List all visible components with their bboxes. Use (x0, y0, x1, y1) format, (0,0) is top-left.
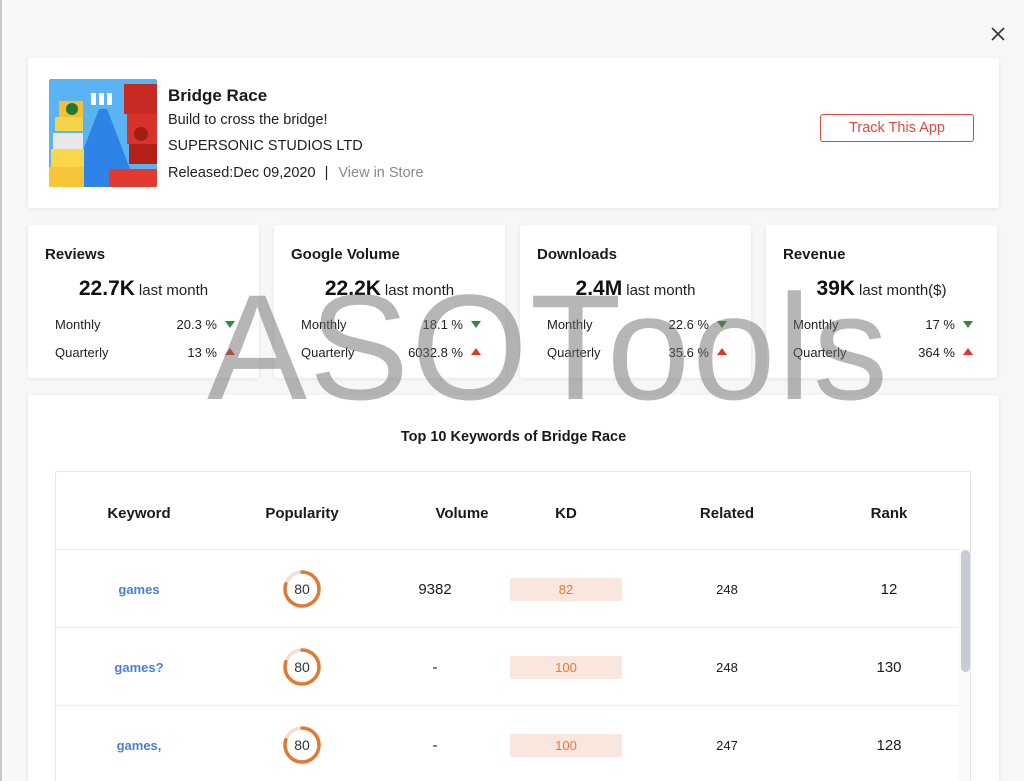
row-label: Quarterly (547, 345, 601, 360)
row-label: Quarterly (301, 345, 355, 360)
rank-value: 12 (880, 580, 898, 598)
trend-up-icon (717, 348, 727, 355)
keywords-card: Top 10 Keywords of Bridge Race Keyword P… (28, 395, 999, 781)
column-header-keyword: Keyword (107, 505, 171, 522)
track-app-button[interactable]: Track This App (820, 114, 974, 142)
stat-unit: last month (138, 282, 209, 299)
row-value: 18.1 % (422, 317, 463, 332)
row-label: Monthly (301, 317, 347, 332)
keyword-link[interactable]: games? (114, 659, 164, 675)
stat-main: 22.2K last month (274, 277, 505, 301)
volume-value: - (432, 736, 438, 754)
window-edge (0, 0, 2, 781)
row-value: 35.6 % (668, 345, 709, 360)
popularity-ring-icon (283, 726, 321, 764)
popularity-ring: 80 (282, 725, 322, 765)
related-value: 247 (716, 737, 738, 753)
close-icon (991, 27, 1005, 41)
row-value: 20.3 % (176, 317, 217, 332)
column-header-popularity: Popularity (265, 505, 339, 522)
stat-card-reviews: Reviews 22.7K last month Monthly 20.3 % Q… (28, 225, 259, 378)
stat-label: Revenue (783, 246, 846, 263)
popularity-ring: 80 (282, 569, 322, 609)
keyword-link[interactable]: games, (116, 737, 162, 753)
trend-up-icon (225, 348, 235, 355)
related-value: 248 (716, 659, 738, 675)
column-header-related: Related (699, 505, 755, 522)
popularity-ring: 80 (282, 647, 322, 687)
app-icon (49, 79, 157, 187)
trend-down-icon (471, 321, 481, 328)
trend-down-icon (963, 321, 973, 328)
stat-card-google-volume: Google Volume 22.2K last month Monthly 18… (274, 225, 505, 378)
separator: | (324, 165, 329, 181)
row-label: Quarterly (793, 345, 847, 360)
stat-unit: last month (384, 282, 455, 299)
stat-card-downloads: Downloads 2.4M last month Monthly 22.6 % … (520, 225, 751, 378)
table-row: games 80 9382 82 248 12 (56, 550, 959, 628)
trend-down-icon (225, 321, 235, 328)
app-title: Bridge Race (168, 86, 268, 105)
trend-up-icon (963, 348, 973, 355)
stat-main: 22.7K last month (28, 277, 259, 301)
trend-down-icon (717, 321, 727, 328)
stat-main: 39K last month($) (766, 277, 997, 301)
table-scrollbar[interactable] (961, 550, 970, 672)
view-in-store-link[interactable]: View in Store (338, 165, 424, 181)
rank-value: 128 (876, 736, 902, 754)
popularity-ring-icon (283, 648, 321, 686)
row-value: 364 % (918, 345, 955, 360)
stat-value: 22.7K (78, 277, 135, 300)
app-release-line: Released:Dec 09,2020 | View in Store (168, 165, 424, 181)
stat-unit: last month (626, 282, 696, 299)
column-header-volume: Volume (435, 505, 489, 522)
keywords-title: Top 10 Keywords of Bridge Race (400, 429, 627, 445)
row-divider (56, 705, 959, 706)
keyword-link[interactable]: games (118, 581, 160, 597)
row-value: 17 % (925, 317, 955, 332)
volume-value: 9382 (418, 580, 452, 598)
kd-badge: 100 (510, 733, 622, 757)
table-row: games? 80 - 100 248 130 (56, 628, 959, 706)
row-label: Monthly (547, 317, 593, 332)
popularity-ring-icon (283, 570, 321, 608)
stat-value: 22.2K (324, 277, 381, 300)
row-label: Quarterly (55, 345, 109, 360)
table-row: games, 80 - 100 247 128 (56, 706, 959, 781)
row-value: 13 % (187, 345, 217, 360)
stat-label: Reviews (45, 246, 106, 263)
stat-label: Google Volume (291, 246, 400, 263)
kd-badge: 100 (510, 655, 622, 679)
app-info-card: Bridge Race Build to cross the bridge! S… (28, 58, 999, 208)
stat-value: 39K (816, 277, 855, 300)
kd-badge: 82 (510, 577, 622, 601)
related-value: 248 (716, 581, 738, 597)
stat-unit: last month($) (858, 282, 947, 299)
keywords-table: Keyword Popularity Volume KD Related Ran… (55, 471, 971, 781)
stat-main: 2.4M last month (520, 277, 751, 301)
column-header-rank: Rank (870, 505, 908, 522)
volume-value: - (432, 658, 438, 676)
trend-up-icon (471, 348, 481, 355)
popularity-value: 80 (294, 581, 310, 597)
row-value: 6032.8 % (408, 345, 463, 360)
row-label: Monthly (793, 317, 839, 332)
app-subtitle: Build to cross the bridge! (168, 112, 328, 128)
stat-label: Downloads (537, 246, 618, 263)
popularity-value: 80 (294, 659, 310, 675)
release-date: Released:Dec 09,2020 (168, 165, 316, 181)
app-developer: SUPERSONIC STUDIOS LTD (168, 138, 363, 154)
rank-value: 130 (876, 658, 902, 676)
stat-card-revenue: Revenue 39K last month($) Monthly 17 % Qu… (766, 225, 997, 378)
row-divider (56, 627, 959, 628)
column-header-kd: KD (555, 505, 577, 522)
row-label: Monthly (55, 317, 101, 332)
popularity-value: 80 (294, 737, 310, 753)
header-divider (56, 549, 970, 550)
stat-value: 2.4M (575, 277, 623, 300)
close-button[interactable] (988, 24, 1008, 44)
row-value: 22.6 % (668, 317, 709, 332)
